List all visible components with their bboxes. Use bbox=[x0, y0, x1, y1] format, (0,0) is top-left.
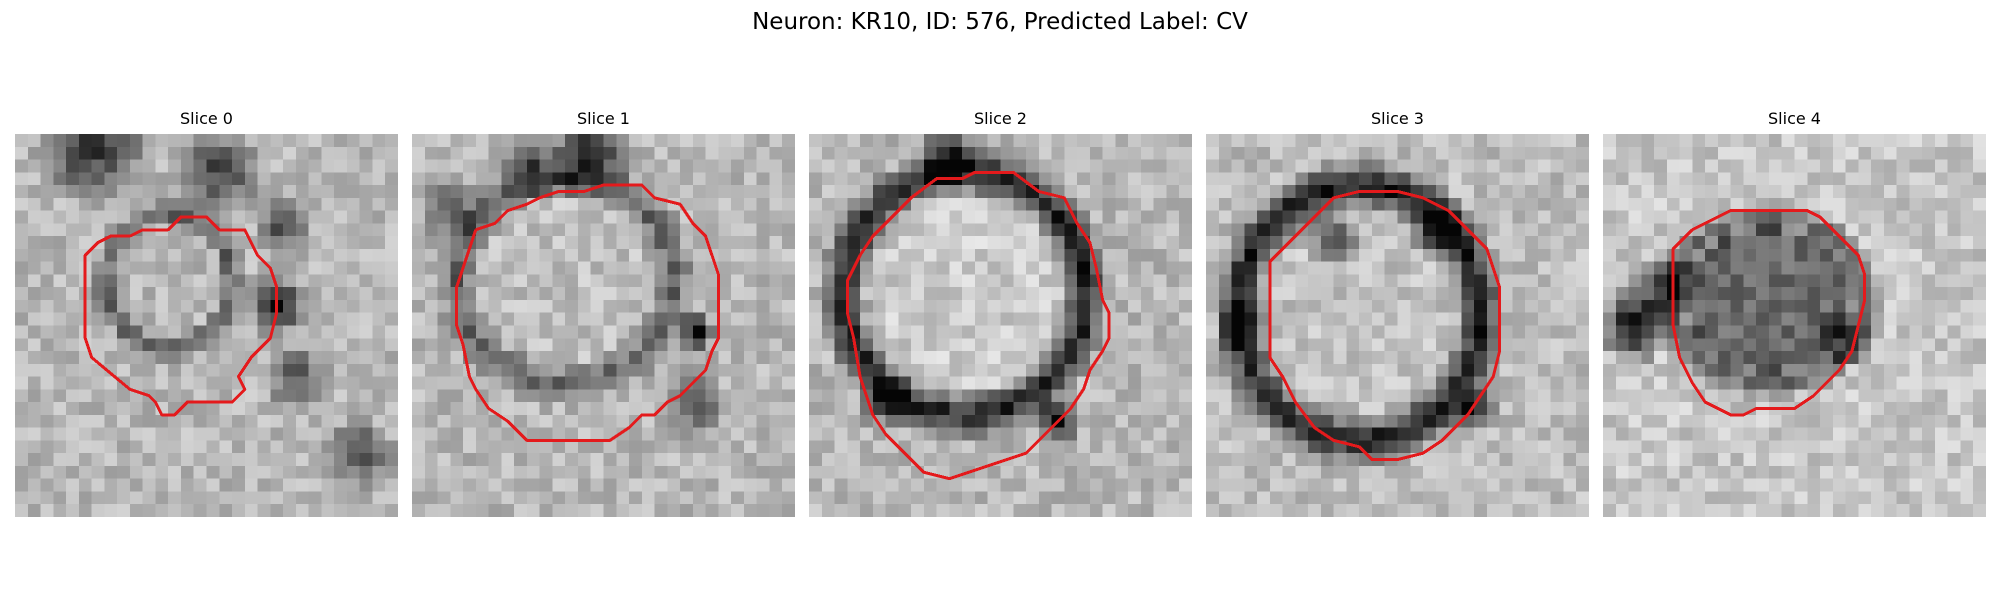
figure-title: Neuron: KR10, ID: 576, Predicted Label: … bbox=[752, 9, 1248, 35]
slice-image-1 bbox=[412, 134, 795, 517]
slice-image-2 bbox=[809, 134, 1192, 517]
segmentation-contour-4 bbox=[1673, 211, 1865, 415]
slice-image-3 bbox=[1206, 134, 1589, 517]
segmentation-contour-3 bbox=[1270, 191, 1500, 459]
segmentation-contour-0 bbox=[85, 217, 277, 415]
slice-title-3: Slice 3 bbox=[1371, 109, 1424, 128]
slice-title-2: Slice 2 bbox=[974, 109, 1027, 128]
segmentation-contour-2 bbox=[847, 172, 1109, 478]
slice-image-0 bbox=[15, 134, 398, 517]
slice-title-4: Slice 4 bbox=[1768, 109, 1821, 128]
slice-image-4 bbox=[1603, 134, 1986, 517]
slice-title-1: Slice 1 bbox=[577, 109, 630, 128]
slice-title-0: Slice 0 bbox=[180, 109, 233, 128]
segmentation-contour-1 bbox=[457, 185, 719, 440]
